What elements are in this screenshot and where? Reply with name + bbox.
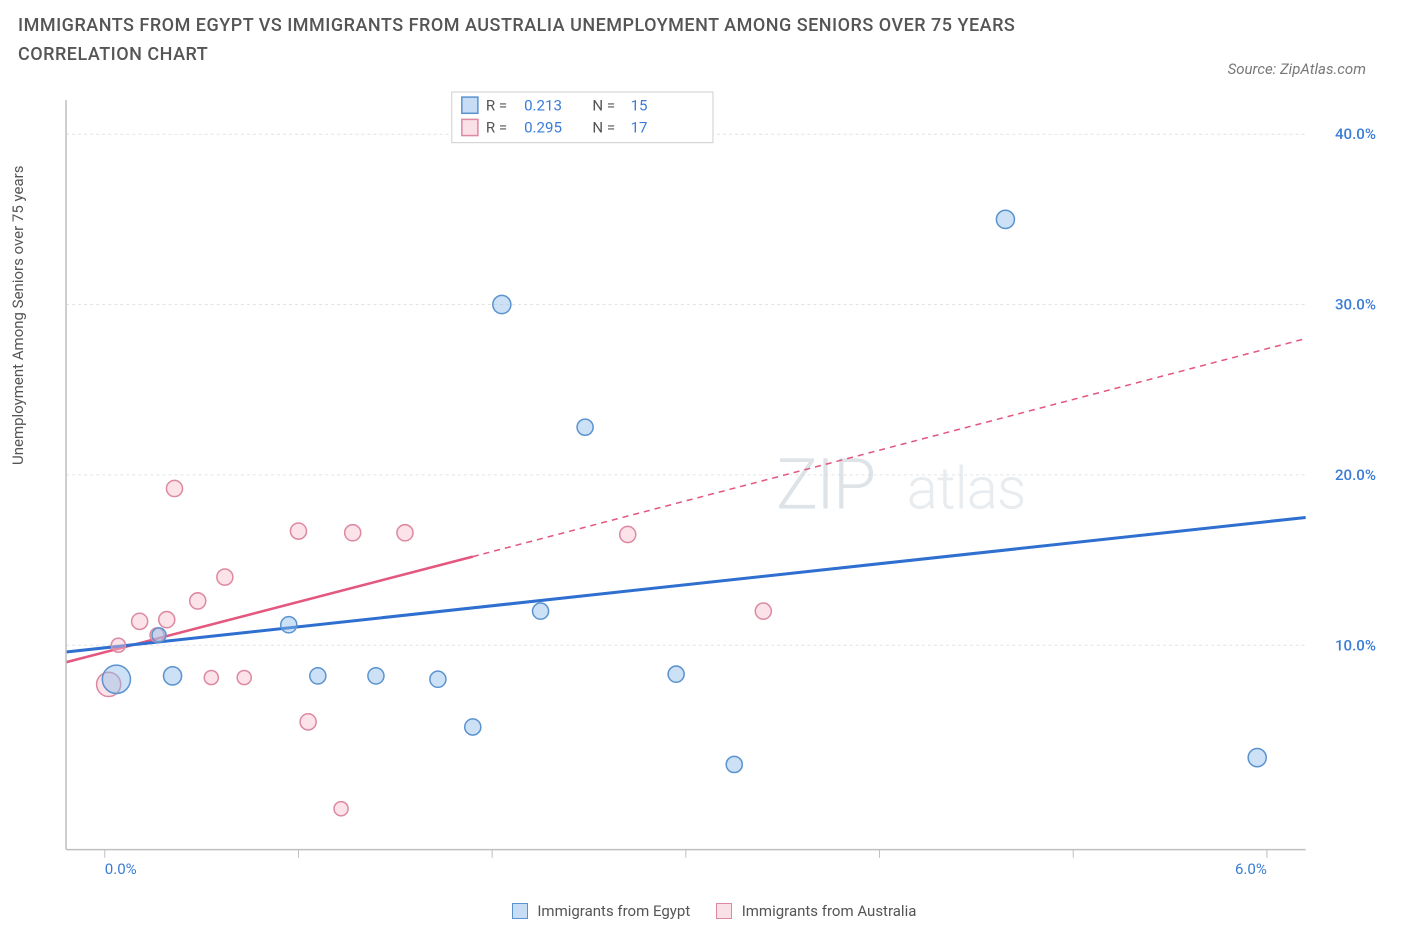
data-point-series2 (300, 714, 316, 730)
chart-title: IMMIGRANTS FROM EGYPT VS IMMIGRANTS FROM… (18, 12, 1138, 70)
legend-swatch-series2 (716, 903, 732, 919)
data-point-series2 (111, 638, 125, 652)
data-point-series2 (397, 525, 413, 541)
data-point-series1 (310, 668, 326, 684)
data-point-series1 (281, 617, 297, 633)
legend-r-label: R = (486, 118, 507, 136)
y-tick-label: 20.0% (1335, 466, 1376, 484)
data-point-series2 (159, 612, 175, 628)
y-axis-label: Unemployment Among Seniors over 75 years (9, 166, 27, 465)
watermark-atlas: atlas (907, 455, 1026, 523)
data-point-series2 (334, 802, 348, 816)
trendline-series1 (66, 517, 1306, 652)
data-point-series1 (668, 666, 684, 682)
legend-r-value: 0.213 (524, 96, 562, 114)
data-point-series1 (465, 719, 481, 735)
trendline-series2-extrapolated (473, 339, 1306, 557)
legend-n-value: 15 (631, 96, 648, 114)
legend-label-series1: Immigrants from Egypt (537, 902, 690, 920)
data-point-series2 (290, 523, 306, 539)
legend-r-label: R = (486, 96, 507, 114)
legend-n-value: 17 (631, 118, 648, 136)
y-tick-label: 30.0% (1335, 296, 1376, 314)
data-point-series2 (217, 569, 233, 585)
legend-label-series2: Immigrants from Australia (742, 902, 917, 920)
data-point-series1 (152, 628, 166, 642)
data-point-series1 (996, 210, 1014, 228)
source-credit: Source: ZipAtlas.com (1228, 60, 1366, 78)
data-point-series1 (577, 419, 593, 435)
data-point-series1 (368, 668, 384, 684)
data-point-series2 (237, 670, 251, 684)
legend-n-label: N = (592, 96, 615, 114)
data-point-series2 (204, 670, 218, 684)
data-point-series2 (620, 526, 636, 542)
x-tick-label: 6.0% (1235, 860, 1267, 878)
legend-swatch (462, 97, 478, 113)
legend-swatch (462, 119, 478, 135)
data-point-series1 (1248, 749, 1266, 767)
chart-plot: ZIP atlas 0.0% 6.0% 10.0% 20.0% 30.0% 40.0% R = 0… (60, 90, 1386, 880)
legend-r-value: 0.295 (524, 118, 562, 136)
x-tick-label: 0.0% (105, 860, 137, 878)
legend-swatch-series1 (512, 903, 528, 919)
data-point-series2 (132, 613, 148, 629)
data-point-series2 (755, 603, 771, 619)
data-point-series1 (164, 667, 182, 685)
data-point-series2 (190, 593, 206, 609)
y-tick-label: 10.0% (1335, 636, 1376, 654)
data-point-series1 (430, 671, 446, 687)
bottom-legend: Immigrants from Egypt Immigrants from Au… (0, 902, 1406, 920)
data-point-series1 (493, 295, 511, 313)
data-point-series1 (533, 603, 549, 619)
data-point-series1 (726, 756, 742, 772)
watermark-zip: ZIP (776, 444, 874, 526)
legend-n-label: N = (592, 118, 615, 136)
data-point-series2 (345, 525, 361, 541)
y-tick-label: 40.0% (1335, 125, 1376, 143)
data-point-series2 (166, 480, 182, 496)
data-point-series1 (102, 665, 130, 693)
